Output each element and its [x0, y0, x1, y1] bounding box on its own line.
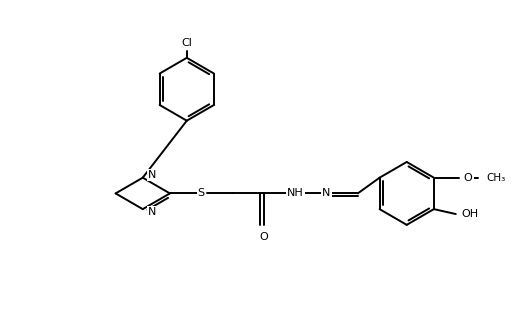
Text: O: O [260, 232, 268, 242]
Text: N: N [147, 170, 156, 180]
Text: Cl: Cl [181, 38, 192, 48]
Text: S: S [198, 188, 205, 198]
Text: OH: OH [462, 209, 479, 219]
Text: O: O [464, 173, 473, 183]
Text: NH: NH [287, 188, 304, 198]
Text: N: N [322, 188, 331, 198]
Text: CH₃: CH₃ [486, 173, 505, 183]
Text: N: N [147, 207, 156, 217]
